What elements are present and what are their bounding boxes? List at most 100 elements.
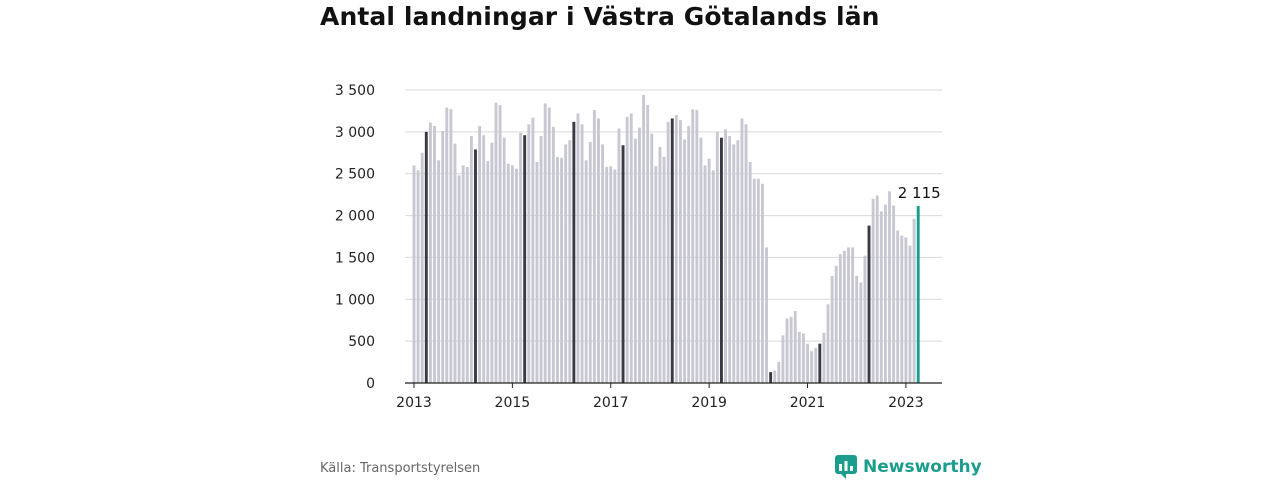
bar — [650, 133, 654, 383]
bar — [883, 204, 887, 383]
bar — [556, 156, 559, 383]
bar — [818, 343, 822, 383]
bar — [617, 128, 621, 383]
bar — [605, 167, 609, 383]
bar — [441, 131, 445, 383]
bar — [863, 255, 867, 383]
bar — [625, 116, 629, 383]
bar — [457, 175, 461, 383]
bar — [888, 191, 891, 383]
bar — [683, 139, 686, 383]
bar — [416, 170, 420, 383]
bar — [601, 144, 605, 383]
bar — [531, 117, 535, 383]
bar — [523, 135, 527, 383]
bar — [642, 95, 646, 384]
bar — [855, 275, 859, 383]
x-tick-label: 2017 — [593, 395, 629, 411]
bar — [904, 237, 908, 383]
bar — [433, 126, 436, 383]
bar — [769, 372, 773, 383]
bar — [420, 152, 424, 383]
bar — [654, 166, 658, 383]
bar — [744, 124, 748, 383]
bar — [515, 168, 518, 383]
bar — [424, 131, 428, 383]
bar — [490, 142, 494, 383]
bar — [613, 169, 617, 383]
bar — [572, 121, 576, 383]
bar — [498, 105, 502, 383]
bar — [576, 113, 580, 383]
bar — [908, 245, 912, 383]
bars — [412, 95, 920, 384]
bar — [445, 107, 449, 383]
x-tick-label: 2023 — [888, 395, 924, 411]
bar — [638, 127, 641, 383]
y-tick-label: 1 000 — [335, 292, 375, 308]
bar — [703, 165, 707, 383]
bar — [506, 163, 510, 383]
bar — [748, 161, 752, 383]
bar — [900, 235, 904, 383]
bar — [461, 165, 465, 383]
bar — [781, 335, 785, 383]
bar — [711, 170, 715, 383]
bar — [842, 250, 846, 383]
bar — [449, 109, 453, 383]
bar — [564, 144, 568, 383]
bar — [662, 156, 666, 383]
bar — [838, 254, 842, 383]
bar — [486, 161, 490, 383]
bar — [732, 144, 736, 383]
bar — [691, 109, 695, 383]
chart-title: Antal landningar i Västra Götalands län — [320, 2, 880, 31]
bar — [875, 195, 879, 383]
bar — [474, 149, 477, 383]
bar — [666, 121, 670, 383]
y-tick-label: 2 000 — [335, 209, 375, 225]
bar — [789, 316, 793, 383]
bar — [621, 145, 625, 383]
bar — [658, 146, 662, 383]
bar — [822, 332, 826, 383]
bar — [580, 124, 584, 383]
y-tick-label: 0 — [366, 376, 375, 392]
bar — [597, 118, 600, 384]
bar — [879, 211, 883, 383]
bar — [752, 178, 756, 383]
bar — [629, 113, 633, 383]
bar — [699, 137, 703, 383]
bar — [560, 157, 564, 383]
bar — [670, 118, 674, 384]
bar — [568, 140, 572, 383]
bar — [584, 160, 588, 383]
bar — [465, 167, 469, 383]
bar — [760, 183, 764, 383]
bar — [527, 124, 531, 383]
bar — [551, 126, 555, 383]
bar — [609, 166, 613, 383]
bar — [535, 161, 539, 383]
bar — [847, 247, 850, 383]
bar — [679, 120, 682, 383]
bar — [687, 126, 691, 383]
bar — [912, 218, 916, 383]
bar — [814, 347, 818, 383]
y-tick-label: 3 500 — [335, 83, 375, 99]
bar — [510, 165, 514, 383]
bar — [806, 343, 809, 383]
brand-name: Newsworthy — [863, 457, 982, 477]
bar — [494, 102, 498, 383]
x-tick-label: 2021 — [790, 395, 826, 411]
bar — [785, 318, 789, 383]
y-tick-label: 3 000 — [335, 125, 375, 141]
bar — [715, 131, 719, 383]
bar — [469, 136, 473, 383]
y-tick-label: 2 500 — [335, 167, 375, 183]
bar — [740, 118, 744, 384]
bar — [707, 158, 711, 383]
bar — [830, 275, 834, 383]
bar — [674, 115, 678, 384]
bar — [588, 141, 592, 383]
